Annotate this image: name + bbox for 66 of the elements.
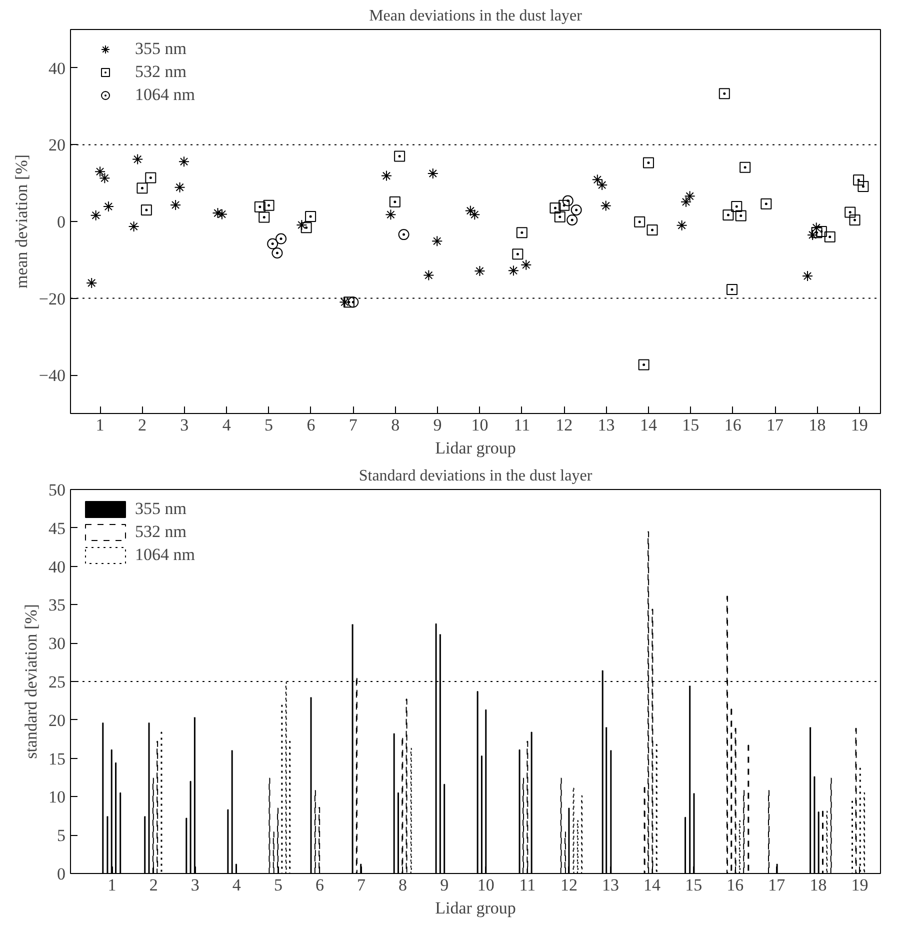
x-tick-label: 19 [850, 416, 868, 434]
x-tick-label: 10 [477, 876, 494, 894]
x-tick-label: 8 [398, 876, 408, 894]
chart-title: Mean deviations in the dust layer [369, 8, 583, 24]
x-tick-label: 7 [348, 416, 358, 434]
x-tick-label: 2 [138, 416, 146, 434]
x-tick-label: 17 [768, 876, 786, 894]
y-tick-label: 5 [57, 826, 66, 846]
y-tick-label: −20 [38, 289, 66, 308]
x-tick-label: 17 [766, 416, 784, 434]
x-tick-label: 6 [306, 416, 316, 434]
y-tick-label: 20 [48, 136, 66, 155]
legend-label: 1064 nm [135, 545, 195, 565]
y-axis-title: mean deviation [%] [12, 154, 31, 289]
y-tick-label: 10 [48, 788, 66, 807]
x-tick-label: 8 [391, 416, 400, 434]
y-tick-label: 50 [48, 480, 66, 500]
y-tick-label: 25 [48, 672, 66, 692]
x-tick-label: 11 [519, 876, 536, 894]
x-tick-label: 5 [264, 416, 274, 434]
x-tick-label: 15 [685, 876, 702, 894]
y-tick-label: 40 [48, 58, 66, 78]
x-tick-label: 9 [433, 416, 442, 434]
y-tick-label: 35 [48, 596, 66, 615]
x-tick-label: 2 [149, 876, 158, 894]
x-tick-label: 13 [598, 416, 615, 434]
x-tick-label: 4 [232, 876, 242, 894]
x-tick-label: 11 [514, 416, 530, 434]
x-tick-label: 3 [180, 416, 189, 434]
y-axis-title: standard deviation [%] [22, 604, 40, 759]
x-tick-label: 7 [357, 876, 366, 894]
chart-title: Standard deviations in the dust layer [358, 468, 593, 484]
x-axis-title: Lidar group [435, 898, 516, 918]
y-tick-label: 20 [48, 710, 66, 730]
x-tick-label: 15 [682, 416, 700, 434]
x-tick-label: 12 [556, 416, 573, 434]
x-tick-label: 13 [602, 876, 619, 894]
x-tick-label: 4 [222, 416, 232, 434]
x-tick-label: 18 [808, 416, 826, 434]
x-tick-label: 6 [315, 876, 324, 894]
legend-label: 355 nm [135, 39, 186, 59]
y-tick-label: 0 [57, 212, 66, 232]
legend-label: 532 nm [135, 62, 186, 82]
y-tick-label: 30 [48, 634, 66, 654]
legend-label: 355 nm [135, 499, 186, 519]
legend-label: 532 nm [135, 522, 186, 542]
y-tick-label: 15 [48, 749, 66, 768]
x-tick-label: 9 [440, 876, 449, 894]
x-tick-label: 10 [471, 416, 488, 434]
y-tick-label: 45 [48, 518, 66, 538]
y-tick-label: −40 [38, 366, 66, 386]
legend-label: 1064 nm [135, 85, 195, 105]
x-tick-label: 1 [108, 876, 116, 894]
x-tick-label: 19 [851, 876, 868, 894]
y-tick-label: 40 [48, 557, 66, 576]
x-tick-label: 1 [96, 416, 104, 434]
x-tick-label: 18 [810, 876, 827, 894]
x-tick-label: 5 [274, 876, 282, 894]
x-tick-label: 14 [644, 876, 662, 894]
y-tick-label: 0 [57, 864, 66, 884]
x-tick-label: 3 [190, 876, 200, 894]
x-tick-label: 16 [726, 876, 744, 894]
x-tick-label: 14 [640, 416, 658, 434]
x-tick-label: 12 [560, 876, 578, 894]
x-tick-label: 16 [724, 416, 742, 434]
x-axis-title: Lidar group [435, 438, 516, 458]
